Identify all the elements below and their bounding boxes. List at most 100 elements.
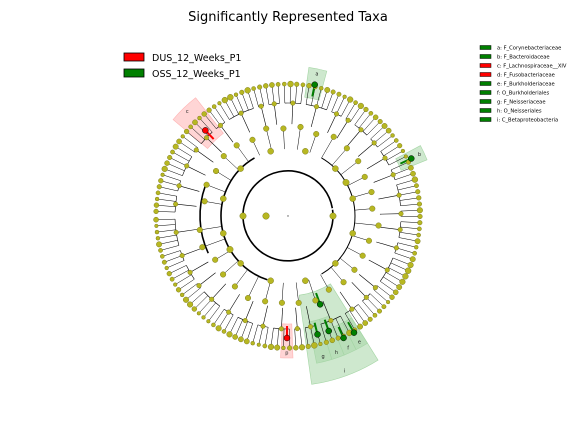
family-spoke (291, 103, 294, 125)
leaf-spoke (369, 293, 385, 307)
leaf-spoke (399, 232, 419, 236)
leaf-spoke (252, 324, 259, 344)
leaf-node (188, 124, 193, 130)
class-node (332, 165, 339, 172)
leaf-spoke (400, 203, 420, 207)
family-node (187, 269, 193, 275)
leaf-node (282, 81, 287, 87)
order-spoke (206, 184, 226, 193)
family-spoke (244, 301, 254, 321)
order-node (351, 266, 358, 273)
order-node (369, 205, 376, 212)
order-spoke (283, 128, 285, 150)
family-node (398, 211, 404, 217)
leaf-spoke (366, 297, 380, 312)
leaf-spoke (194, 295, 208, 310)
class-node (220, 195, 227, 202)
leaf-spoke (172, 151, 190, 162)
order-node (297, 123, 304, 130)
leaf-node (412, 250, 417, 256)
key-swatch-h (479, 108, 492, 113)
order-node (325, 286, 332, 293)
key-item-a: a: F_Corynebacteriaceae (479, 45, 561, 52)
leaf-spoke (259, 87, 264, 106)
leaf-spoke (393, 167, 411, 176)
clade-label-b: b (418, 152, 421, 158)
leaf-spoke (345, 102, 356, 120)
leaf-node (274, 344, 281, 351)
order-spoke (222, 260, 239, 275)
leaf-spoke (390, 262, 409, 271)
leaf-node (293, 345, 299, 351)
order-spoke (331, 148, 348, 166)
leaf-spoke (198, 299, 212, 314)
order-node (233, 142, 240, 149)
key-item-f: f: O_Burkholderiales (479, 90, 549, 97)
class-node (302, 277, 309, 284)
clade-node-h (325, 327, 332, 335)
leaf-spoke (240, 321, 248, 340)
leaf-spoke (374, 130, 389, 144)
leaf-node (287, 345, 293, 351)
family-spoke (220, 125, 234, 143)
leaf-node (192, 119, 198, 126)
phylum-arc (199, 185, 209, 254)
leaf-node (154, 223, 159, 228)
leaf-spoke (380, 281, 396, 293)
order-spoke (321, 136, 334, 159)
leaf-node (232, 334, 238, 340)
family-spoke (378, 194, 400, 200)
leaf-node (221, 96, 228, 104)
class-node (267, 277, 274, 284)
clade-shade-i (298, 283, 379, 385)
phylum-node (262, 212, 270, 220)
leaf-spoke (219, 103, 230, 120)
phylum-node (239, 212, 247, 220)
clade-label-a: a (315, 71, 318, 77)
taxa-key: a: F_Corynebacteriaceae b: F_Bacteroidac… (479, 45, 567, 124)
leaf-node (156, 184, 162, 190)
leaf-spoke (213, 106, 226, 123)
family-spoke (368, 259, 388, 271)
leaf-spoke (330, 320, 339, 339)
phylum-arc (242, 170, 334, 262)
leaf-node (417, 220, 423, 226)
leaf-node (399, 278, 406, 285)
leaf-spoke (300, 84, 304, 104)
leaf-spoke (391, 161, 409, 171)
key-label-g: g: F_Neisseriaceae (497, 100, 546, 106)
family-spoke (176, 229, 198, 233)
leaf-node (211, 322, 216, 328)
leaf-spoke (396, 247, 415, 254)
family-spoke (322, 301, 332, 321)
leaf-node (267, 343, 275, 350)
order-spoke (339, 257, 355, 270)
leaf-spoke (396, 179, 415, 186)
order-spoke (309, 133, 317, 153)
leaf-spoke (230, 97, 239, 115)
family-node (260, 323, 266, 329)
legend-item-oss: OSS_12_Weeks_P1 (123, 68, 241, 80)
family-node (396, 192, 402, 198)
clade-label-p: p (285, 350, 288, 356)
leaf-spoke (169, 265, 187, 274)
order-node (278, 299, 285, 306)
leaf-spoke (264, 327, 269, 346)
leaf-spoke (331, 94, 340, 112)
family-spoke (175, 203, 197, 207)
leaf-node (300, 82, 306, 88)
leaf-node (362, 320, 369, 326)
leaf-node (160, 254, 165, 259)
key-label-d: d: F_Fusobacteriaceae (497, 73, 555, 79)
leaf-spoke (178, 141, 195, 153)
order-spoke (308, 279, 316, 301)
leaf-node (196, 311, 201, 316)
leaf-spoke (366, 121, 381, 136)
leaf-spoke (385, 272, 403, 283)
family-node (358, 127, 364, 133)
leaf-node (385, 127, 392, 134)
leaf-spoke (156, 224, 176, 227)
key-swatch-f (479, 90, 492, 95)
order-node (368, 189, 375, 196)
class-node (267, 148, 274, 155)
